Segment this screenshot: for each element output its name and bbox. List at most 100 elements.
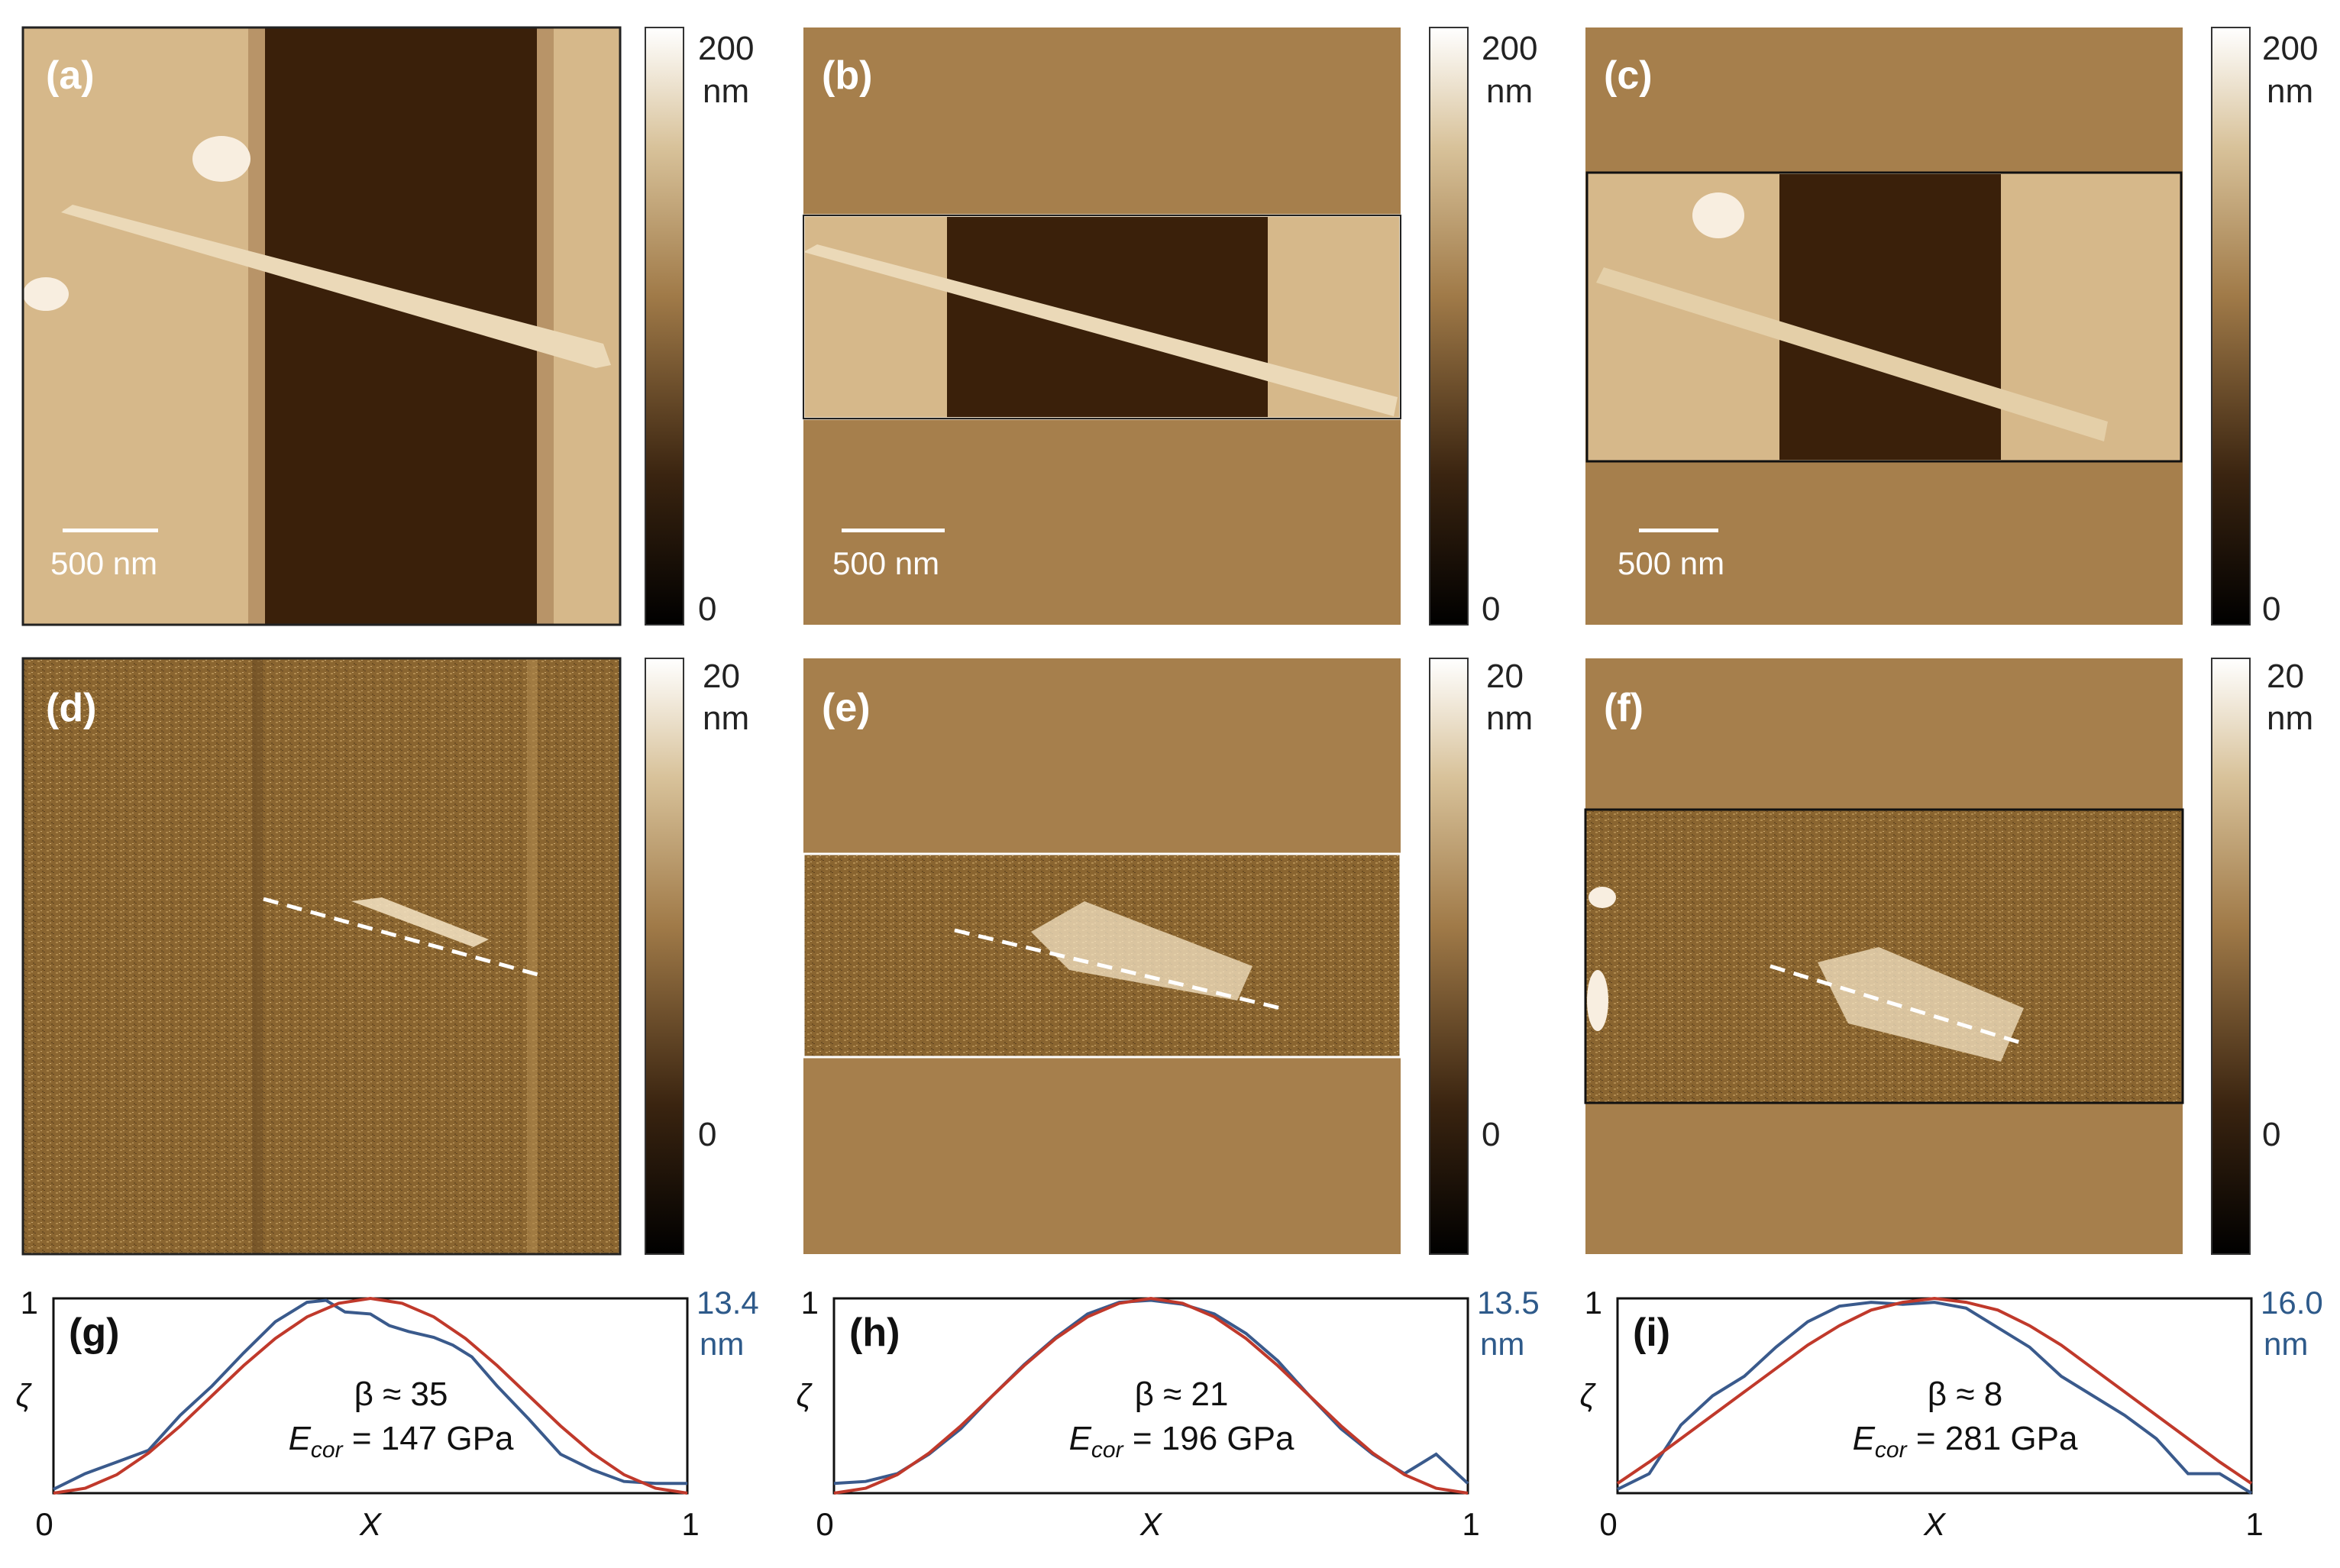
panel-a: (a) 500 nm bbox=[21, 26, 622, 626]
chart-0: 1 0 1 Xζ 13.4 nm (g) β ≈ 35 Ecor = 147 GPa bbox=[16, 1285, 759, 1542]
panel-e-label: (e) bbox=[822, 686, 871, 730]
panel-c-label: (c) bbox=[1604, 53, 1653, 98]
panel-d-trench-edge-right bbox=[527, 658, 538, 1254]
colorbar-4 bbox=[645, 658, 684, 1255]
chart-right-axis-value: 16.0 bbox=[2261, 1285, 2323, 1321]
panel-a-trench-left-edge bbox=[248, 27, 265, 625]
chart-2: 1 0 1 Xζ 16.0 nm (i) β ≈ 8 Ecor = 281 GPa bbox=[1580, 1285, 2323, 1542]
panel-f: (f) bbox=[1584, 658, 2184, 1254]
panel-d-trench-edge-left bbox=[252, 658, 263, 1254]
colorbar-1 bbox=[645, 27, 684, 626]
chart-ecor: Ecor = 147 GPa bbox=[289, 1420, 514, 1463]
chart-beta: β ≈ 8 bbox=[1928, 1376, 2002, 1413]
chart-x-tick-end: 1 bbox=[1462, 1506, 1479, 1542]
chart-ylabel: ζ bbox=[797, 1378, 813, 1414]
colorbar-2 bbox=[1429, 27, 1469, 626]
chart-xlabel: X bbox=[359, 1506, 383, 1542]
chart-y-tick: 1 bbox=[1585, 1285, 1602, 1321]
colorbar-error-2: 20 nm 0 bbox=[1429, 658, 1533, 1255]
panel-d-map bbox=[23, 658, 620, 1254]
colorbar-4-max: 20 bbox=[703, 658, 740, 695]
colorbar-error-1: 20 nm 0 bbox=[645, 658, 749, 1255]
colorbar-height-2: 200 nm 0 bbox=[1429, 27, 1537, 628]
chart-series-data bbox=[1617, 1301, 2253, 1495]
panel-c: (c) 500 nm bbox=[1585, 27, 2183, 625]
panel-c-nanowire bbox=[1596, 267, 2108, 441]
chart-panel-label: (h) bbox=[849, 1311, 900, 1355]
panel-b-scale-label: 500 nm bbox=[832, 545, 939, 581]
chart-ecor: Ecor = 196 GPa bbox=[1069, 1420, 1294, 1463]
chart-beta: β ≈ 35 bbox=[354, 1376, 448, 1413]
colorbar-1-max: 200 bbox=[698, 30, 754, 67]
chart-xlabel: X bbox=[1139, 1506, 1163, 1542]
panel-d-strain-region bbox=[351, 897, 489, 947]
panel-e-strain-region bbox=[1031, 901, 1252, 1001]
panel-d-label: (d) bbox=[46, 686, 96, 730]
colorbar-height-3: 200 nm 0 bbox=[2211, 27, 2318, 628]
chart-right-axis-value: 13.5 bbox=[1477, 1285, 1540, 1321]
panel-d-frame bbox=[21, 657, 622, 1256]
colorbar-4-min: 0 bbox=[698, 1116, 716, 1153]
chart-xlabel: X bbox=[1923, 1506, 1947, 1542]
colorbar-3-unit: nm bbox=[2267, 73, 2313, 110]
colorbar-3-max: 200 bbox=[2262, 30, 2318, 67]
chart-right-axis-value: 13.4 bbox=[697, 1285, 759, 1321]
colorbar-6-max: 20 bbox=[2267, 658, 2304, 695]
colorbar-3-min: 0 bbox=[2262, 590, 2280, 628]
panel-c-trench bbox=[1779, 174, 2001, 460]
colorbar-2-max: 200 bbox=[1482, 30, 1537, 67]
chart-y-tick: 1 bbox=[21, 1285, 38, 1321]
panel-b-nanowire bbox=[803, 244, 1398, 416]
colorbar-height-1: 200 nm 0 bbox=[645, 27, 754, 628]
panel-a-label: (a) bbox=[46, 53, 95, 98]
colorbar-5-min: 0 bbox=[1482, 1116, 1500, 1153]
panel-d: (d) bbox=[21, 657, 622, 1256]
panel-a-particle bbox=[192, 136, 250, 182]
panel-b-label: (b) bbox=[822, 53, 872, 98]
panel-c-scale-label: 500 nm bbox=[1618, 545, 1724, 581]
panel-a-nanowire bbox=[61, 205, 611, 368]
chart-series-fit bbox=[53, 1296, 688, 1495]
chart-ylabel: ζ bbox=[1580, 1378, 1597, 1414]
chart-right-axis-unit: nm bbox=[1480, 1326, 1524, 1362]
panel-f-strain-region bbox=[1818, 947, 2024, 1062]
chart-y-tick: 1 bbox=[801, 1285, 819, 1321]
panel-b-strip-frame bbox=[803, 215, 1401, 419]
panel-b: (b) 500 nm bbox=[802, 27, 1402, 625]
panel-a-trench-right-edge bbox=[537, 27, 554, 625]
panel-f-particle-2 bbox=[1587, 970, 1608, 1031]
colorbar-5 bbox=[1429, 658, 1469, 1255]
chart-panel-label: (g) bbox=[69, 1311, 119, 1355]
panel-a-frame bbox=[21, 26, 622, 626]
chart-x-tick-start: 0 bbox=[35, 1506, 53, 1542]
panel-e-profile-line bbox=[954, 928, 1288, 1012]
colorbar-5-max: 20 bbox=[1486, 658, 1524, 695]
panel-e: (e) bbox=[802, 658, 1402, 1254]
colorbar-error-3: 20 nm 0 bbox=[2211, 658, 2313, 1255]
colorbar-2-min: 0 bbox=[1482, 590, 1500, 628]
panel-c-scale-bar bbox=[1639, 529, 1718, 532]
profile-charts: 1 0 1 Xζ 13.4 nm (g) β ≈ 35 Ecor = 147 GPa 1 0 1 Xζ 1… bbox=[16, 1285, 2323, 1542]
panel-f-profile-line bbox=[1770, 964, 2026, 1046]
colorbar-5-unit: nm bbox=[1486, 700, 1533, 737]
panel-c-particle bbox=[1692, 192, 1744, 238]
chart-ecor: Ecor = 281 GPa bbox=[1853, 1420, 2078, 1463]
colorbar-4-unit: nm bbox=[703, 700, 749, 737]
colorbar-1-min: 0 bbox=[698, 590, 716, 628]
chart-series-fit bbox=[1616, 1296, 2253, 1485]
chart-x-tick-start: 0 bbox=[1599, 1506, 1617, 1542]
panel-f-label: (f) bbox=[1604, 686, 1643, 730]
panel-a-scale-label: 500 nm bbox=[50, 545, 157, 581]
chart-beta: β ≈ 21 bbox=[1135, 1376, 1229, 1413]
panel-a-particle-2 bbox=[23, 277, 69, 311]
colorbar-1-unit: nm bbox=[703, 73, 749, 110]
chart-1: 1 0 1 Xζ 13.5 nm (h) β ≈ 21 Ecor = 196 GPa bbox=[797, 1285, 1540, 1542]
chart-ylabel: ζ bbox=[16, 1378, 33, 1414]
panel-c-strip-frame bbox=[1585, 171, 2183, 463]
chart-series-data bbox=[53, 1298, 687, 1491]
chart-panel-label: (i) bbox=[1633, 1311, 1670, 1355]
colorbar-3 bbox=[2211, 27, 2251, 626]
colorbar-2-unit: nm bbox=[1486, 73, 1533, 110]
panel-a-scale-bar bbox=[63, 529, 158, 532]
colorbar-6-unit: nm bbox=[2267, 700, 2313, 737]
